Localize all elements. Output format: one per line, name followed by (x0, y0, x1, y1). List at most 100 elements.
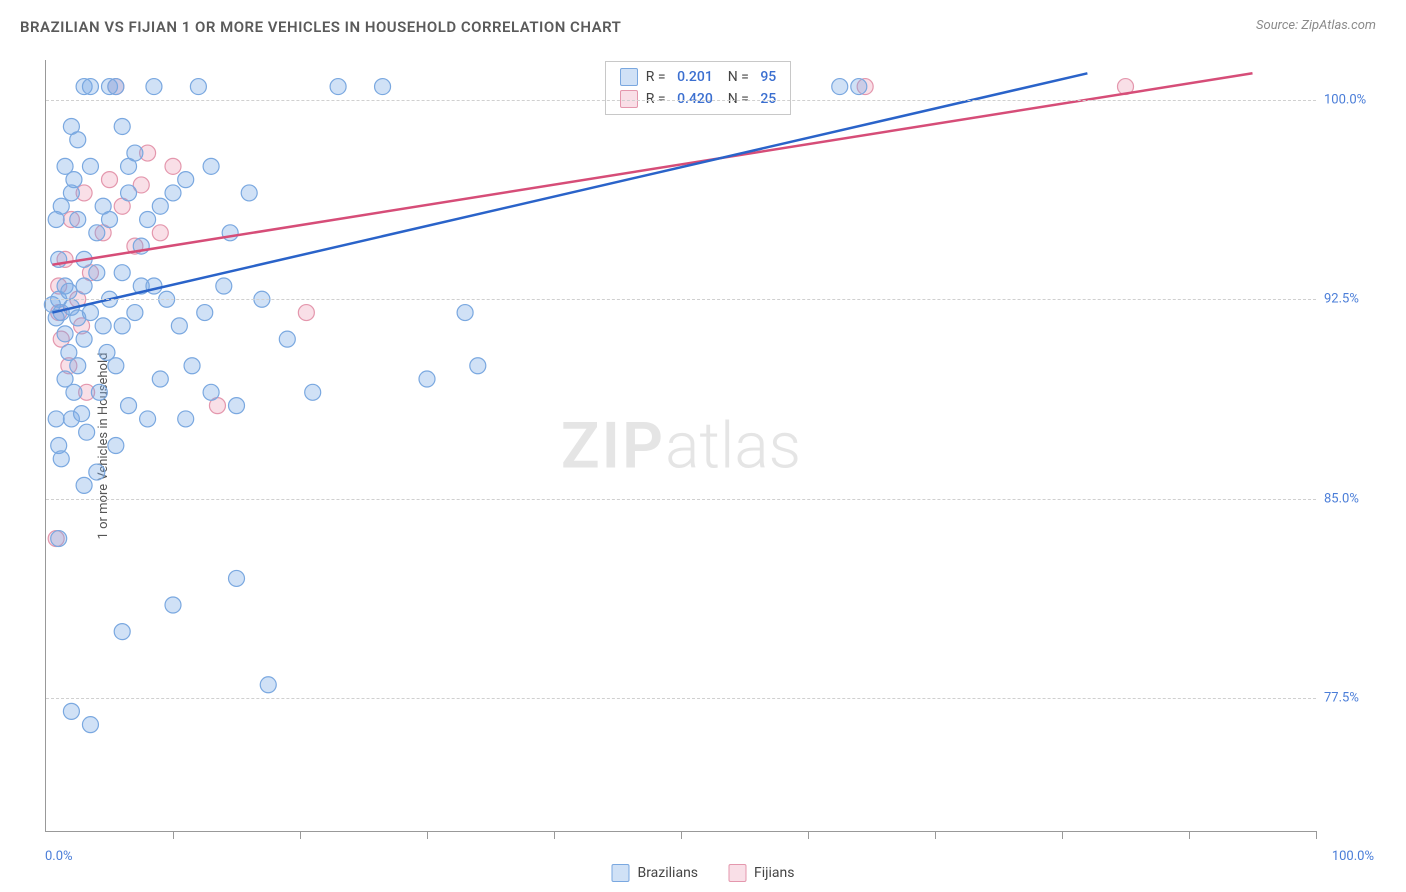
data-point[interactable] (121, 185, 137, 201)
x-tick (1062, 831, 1063, 839)
x-tick (554, 831, 555, 839)
data-point[interactable] (121, 398, 137, 414)
data-point[interactable] (457, 305, 473, 321)
data-point[interactable] (203, 384, 219, 400)
gridline (46, 100, 1316, 101)
data-point[interactable] (178, 411, 194, 427)
data-point[interactable] (832, 79, 848, 95)
n-value-a: 95 (760, 69, 776, 85)
legend-row-a: R = 0.201 N = 95 (620, 66, 776, 88)
data-point[interactable] (419, 371, 435, 387)
data-point[interactable] (70, 310, 86, 326)
gridline (46, 499, 1316, 500)
data-point[interactable] (99, 344, 115, 360)
data-point[interactable] (190, 79, 206, 95)
data-point[interactable] (57, 326, 73, 342)
scatter-svg (46, 60, 1316, 831)
r-value-a: 0.201 (677, 69, 713, 85)
gridline (46, 299, 1316, 300)
data-point[interactable] (152, 225, 168, 241)
chart-title: BRAZILIAN VS FIJIAN 1 OR MORE VEHICLES I… (20, 18, 621, 36)
x-axis-min-label: 0.0% (45, 849, 73, 864)
data-point[interactable] (76, 331, 92, 347)
data-point[interactable] (184, 358, 200, 374)
data-point[interactable] (279, 331, 295, 347)
source-label: Source: ZipAtlas.com (1256, 18, 1376, 33)
x-tick (427, 831, 428, 839)
data-point[interactable] (82, 79, 98, 95)
y-tick-label: 100.0% (1324, 92, 1394, 107)
data-point[interactable] (197, 305, 213, 321)
data-point[interactable] (114, 318, 130, 334)
data-point[interactable] (165, 185, 181, 201)
data-point[interactable] (165, 597, 181, 613)
data-point[interactable] (114, 118, 130, 134)
data-point[interactable] (375, 79, 391, 95)
r-n-legend: R = 0.201 N = 95 R = 0.420 N = 25 (605, 61, 791, 115)
x-tick (173, 831, 174, 839)
data-point[interactable] (102, 212, 118, 228)
data-point[interactable] (152, 371, 168, 387)
data-point[interactable] (63, 703, 79, 719)
data-point[interactable] (203, 158, 219, 174)
data-point[interactable] (108, 438, 124, 454)
data-point[interactable] (305, 384, 321, 400)
data-point[interactable] (171, 318, 187, 334)
data-point[interactable] (61, 344, 77, 360)
data-point[interactable] (76, 278, 92, 294)
data-point[interactable] (82, 717, 98, 733)
data-point[interactable] (229, 398, 245, 414)
x-axis-max-label: 100.0% (1332, 849, 1374, 864)
data-point[interactable] (53, 451, 69, 467)
data-point[interactable] (298, 305, 314, 321)
data-point[interactable] (70, 212, 86, 228)
data-point[interactable] (851, 79, 867, 95)
data-point[interactable] (260, 677, 276, 693)
data-point[interactable] (57, 158, 73, 174)
data-point[interactable] (48, 411, 64, 427)
data-point[interactable] (89, 265, 105, 281)
data-point[interactable] (66, 384, 82, 400)
data-point[interactable] (102, 172, 118, 188)
data-point[interactable] (82, 158, 98, 174)
data-point[interactable] (89, 225, 105, 241)
data-point[interactable] (229, 570, 245, 586)
x-tick (681, 831, 682, 839)
gridline (46, 698, 1316, 699)
series-legend: Brazilians Fijians (611, 864, 794, 882)
data-point[interactable] (146, 79, 162, 95)
data-point[interactable] (121, 158, 137, 174)
data-point[interactable] (114, 265, 130, 281)
data-point[interactable] (79, 424, 95, 440)
data-point[interactable] (53, 198, 69, 214)
data-point[interactable] (241, 185, 257, 201)
legend-label-a: Brazilians (637, 865, 698, 881)
data-point[interactable] (91, 384, 107, 400)
data-point[interactable] (61, 283, 77, 299)
y-tick-label: 92.5% (1324, 292, 1394, 307)
data-point[interactable] (114, 624, 130, 640)
data-point[interactable] (140, 212, 156, 228)
data-point[interactable] (140, 411, 156, 427)
data-point[interactable] (95, 318, 111, 334)
data-point[interactable] (51, 531, 67, 547)
data-point[interactable] (152, 198, 168, 214)
swatch-fijians-icon (728, 864, 746, 882)
swatch-brazilians-icon (620, 68, 638, 86)
data-point[interactable] (165, 158, 181, 174)
data-point[interactable] (470, 358, 486, 374)
trend-line (52, 73, 1087, 312)
data-point[interactable] (330, 79, 346, 95)
data-point[interactable] (178, 172, 194, 188)
data-point[interactable] (76, 477, 92, 493)
legend-item-b: Fijians (728, 864, 794, 882)
swatch-brazilians-icon (611, 864, 629, 882)
x-tick (300, 831, 301, 839)
data-point[interactable] (127, 305, 143, 321)
x-tick (1316, 831, 1317, 839)
data-point[interactable] (63, 118, 79, 134)
data-point[interactable] (108, 79, 124, 95)
data-point[interactable] (216, 278, 232, 294)
data-point[interactable] (89, 464, 105, 480)
data-point[interactable] (74, 406, 90, 422)
